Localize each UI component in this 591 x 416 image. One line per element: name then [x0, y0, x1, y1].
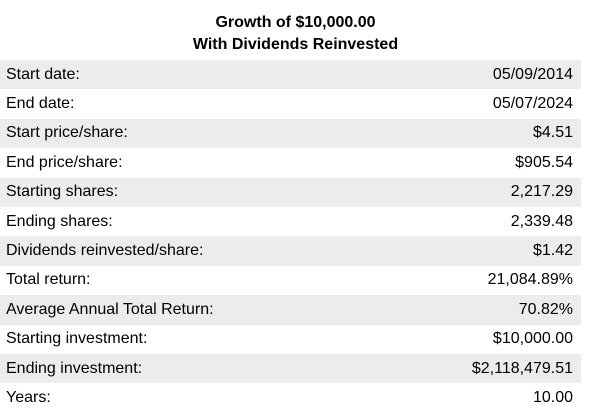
row-label: Ending investment:: [6, 359, 143, 377]
report-title: Growth of $10,000.00: [215, 14, 376, 31]
table-row: Start price/share: $4.51: [0, 118, 581, 149]
row-label: Start date:: [6, 65, 80, 83]
row-value: 05/09/2014: [492, 65, 573, 83]
table-row: End price/share: $905.54: [0, 148, 581, 177]
table-row: Starting investment: $10,000.00: [0, 325, 581, 354]
report-header: Growth of $10,000.00 With Dividends Rein…: [0, 12, 591, 56]
row-value: $2,118,479.51: [471, 359, 573, 377]
row-label: Start price/share:: [6, 124, 128, 142]
row-value: 10.00: [532, 388, 573, 406]
row-label: Years:: [6, 388, 51, 406]
table-row: Years: 10.00: [0, 383, 581, 412]
row-value: 2,339.48: [510, 212, 573, 230]
row-label: Starting shares:: [6, 183, 119, 201]
table-row: Ending shares: 2,339.48: [0, 207, 581, 236]
row-value: 2,217.29: [510, 183, 573, 201]
report-subtitle: With Dividends Reinvested: [192, 36, 399, 53]
row-value: 21,084.89%: [487, 271, 573, 289]
row-label: Total return:: [6, 271, 91, 289]
results-table: Start date: 05/09/2014 End date: 05/07/2…: [0, 60, 581, 413]
row-label: Dividends reinvested/share:: [6, 242, 204, 260]
row-label: Average Annual Total Return:: [6, 300, 214, 318]
table-row: Starting shares: 2,217.29: [0, 177, 581, 207]
row-value: 70.82%: [518, 300, 573, 318]
table-row: End date: 05/07/2024: [0, 89, 581, 118]
table-row: Average Annual Total Return: 70.82%: [0, 295, 581, 325]
row-value: $1.42: [532, 242, 573, 260]
row-value: $4.51: [532, 124, 573, 142]
row-value: $905.54: [515, 153, 573, 171]
table-row: Start date: 05/09/2014: [0, 60, 581, 90]
row-label: Ending shares:: [6, 212, 113, 230]
row-value: 05/07/2024: [492, 95, 573, 113]
row-label: Starting investment:: [6, 330, 148, 348]
table-row: Ending investment: $2,118,479.51: [0, 353, 581, 384]
row-label: End price/share:: [6, 153, 123, 171]
table-row: Total return: 21,084.89%: [0, 266, 581, 295]
row-value: $10,000.00: [492, 330, 573, 348]
table-row: Dividends reinvested/share: $1.42: [0, 236, 581, 266]
row-label: End date:: [6, 95, 75, 113]
